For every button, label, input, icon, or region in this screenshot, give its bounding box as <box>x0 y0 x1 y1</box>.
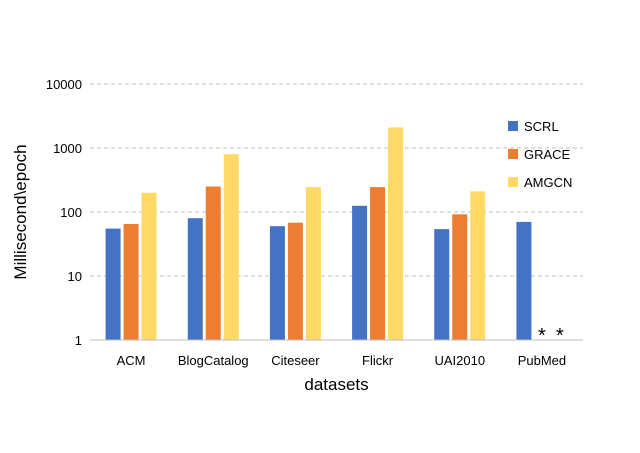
bar-grace-uai2010 <box>452 214 468 340</box>
x-tick-label: BlogCatalog <box>178 353 249 368</box>
legend-swatch-grace <box>508 149 518 159</box>
grid-lines <box>90 83 583 277</box>
bar-amgcn-blogcatalog <box>223 154 239 340</box>
x-tick-label: Flickr <box>362 353 394 368</box>
legend-swatch-amgcn <box>508 177 518 187</box>
bars <box>105 127 532 341</box>
bar-scrl-uai2010 <box>434 229 450 340</box>
legend: SCRL GRACE AMGCN <box>508 119 572 190</box>
bar-amgcn-acm <box>141 192 157 340</box>
x-tick-label: ACM <box>117 353 146 368</box>
legend-label-amgcn: AMGCN <box>524 175 572 190</box>
x-tick-label: PubMed <box>518 353 566 368</box>
missing-markers: * * <box>538 325 564 347</box>
bar-scrl-flickr <box>352 205 368 340</box>
bar-amgcn-flickr <box>388 127 404 341</box>
y-tick-label: 10000 <box>46 77 82 92</box>
missing-value-marker: * <box>556 325 564 347</box>
bar-grace-citeseer <box>287 222 303 340</box>
y-tick-label: 100 <box>60 205 82 220</box>
x-tick-label: Citeseer <box>271 353 320 368</box>
bar-amgcn-uai2010 <box>470 191 486 340</box>
bar-amgcn-citeseer <box>305 187 321 340</box>
bar-grace-acm <box>123 223 139 340</box>
missing-value-marker: * <box>538 325 546 347</box>
x-axis-labels: ACM BlogCatalog Citeseer Flickr UAI2010 PubMe… <box>117 353 566 368</box>
bar-scrl-pubmed <box>516 221 532 340</box>
bar-scrl-blogcatalog <box>187 218 203 340</box>
bar-scrl-acm <box>105 228 121 340</box>
x-axis-title: datasets <box>304 375 368 394</box>
legend-swatch-scrl <box>508 121 518 131</box>
y-tick-label: 1 <box>75 333 82 348</box>
y-axis-ticks: 1 10 100 1000 10000 <box>46 77 82 348</box>
bar-scrl-citeseer <box>269 226 285 340</box>
bar-grace-flickr <box>370 187 386 340</box>
legend-label-scrl: SCRL <box>524 119 559 134</box>
y-axis-title: Millisecond\epoch <box>11 144 30 279</box>
y-tick-label: 1000 <box>53 141 82 156</box>
y-tick-label: 10 <box>68 269 82 284</box>
bar-grace-blogcatalog <box>205 186 221 340</box>
legend-label-grace: GRACE <box>524 147 571 162</box>
x-tick-label: UAI2010 <box>434 353 485 368</box>
